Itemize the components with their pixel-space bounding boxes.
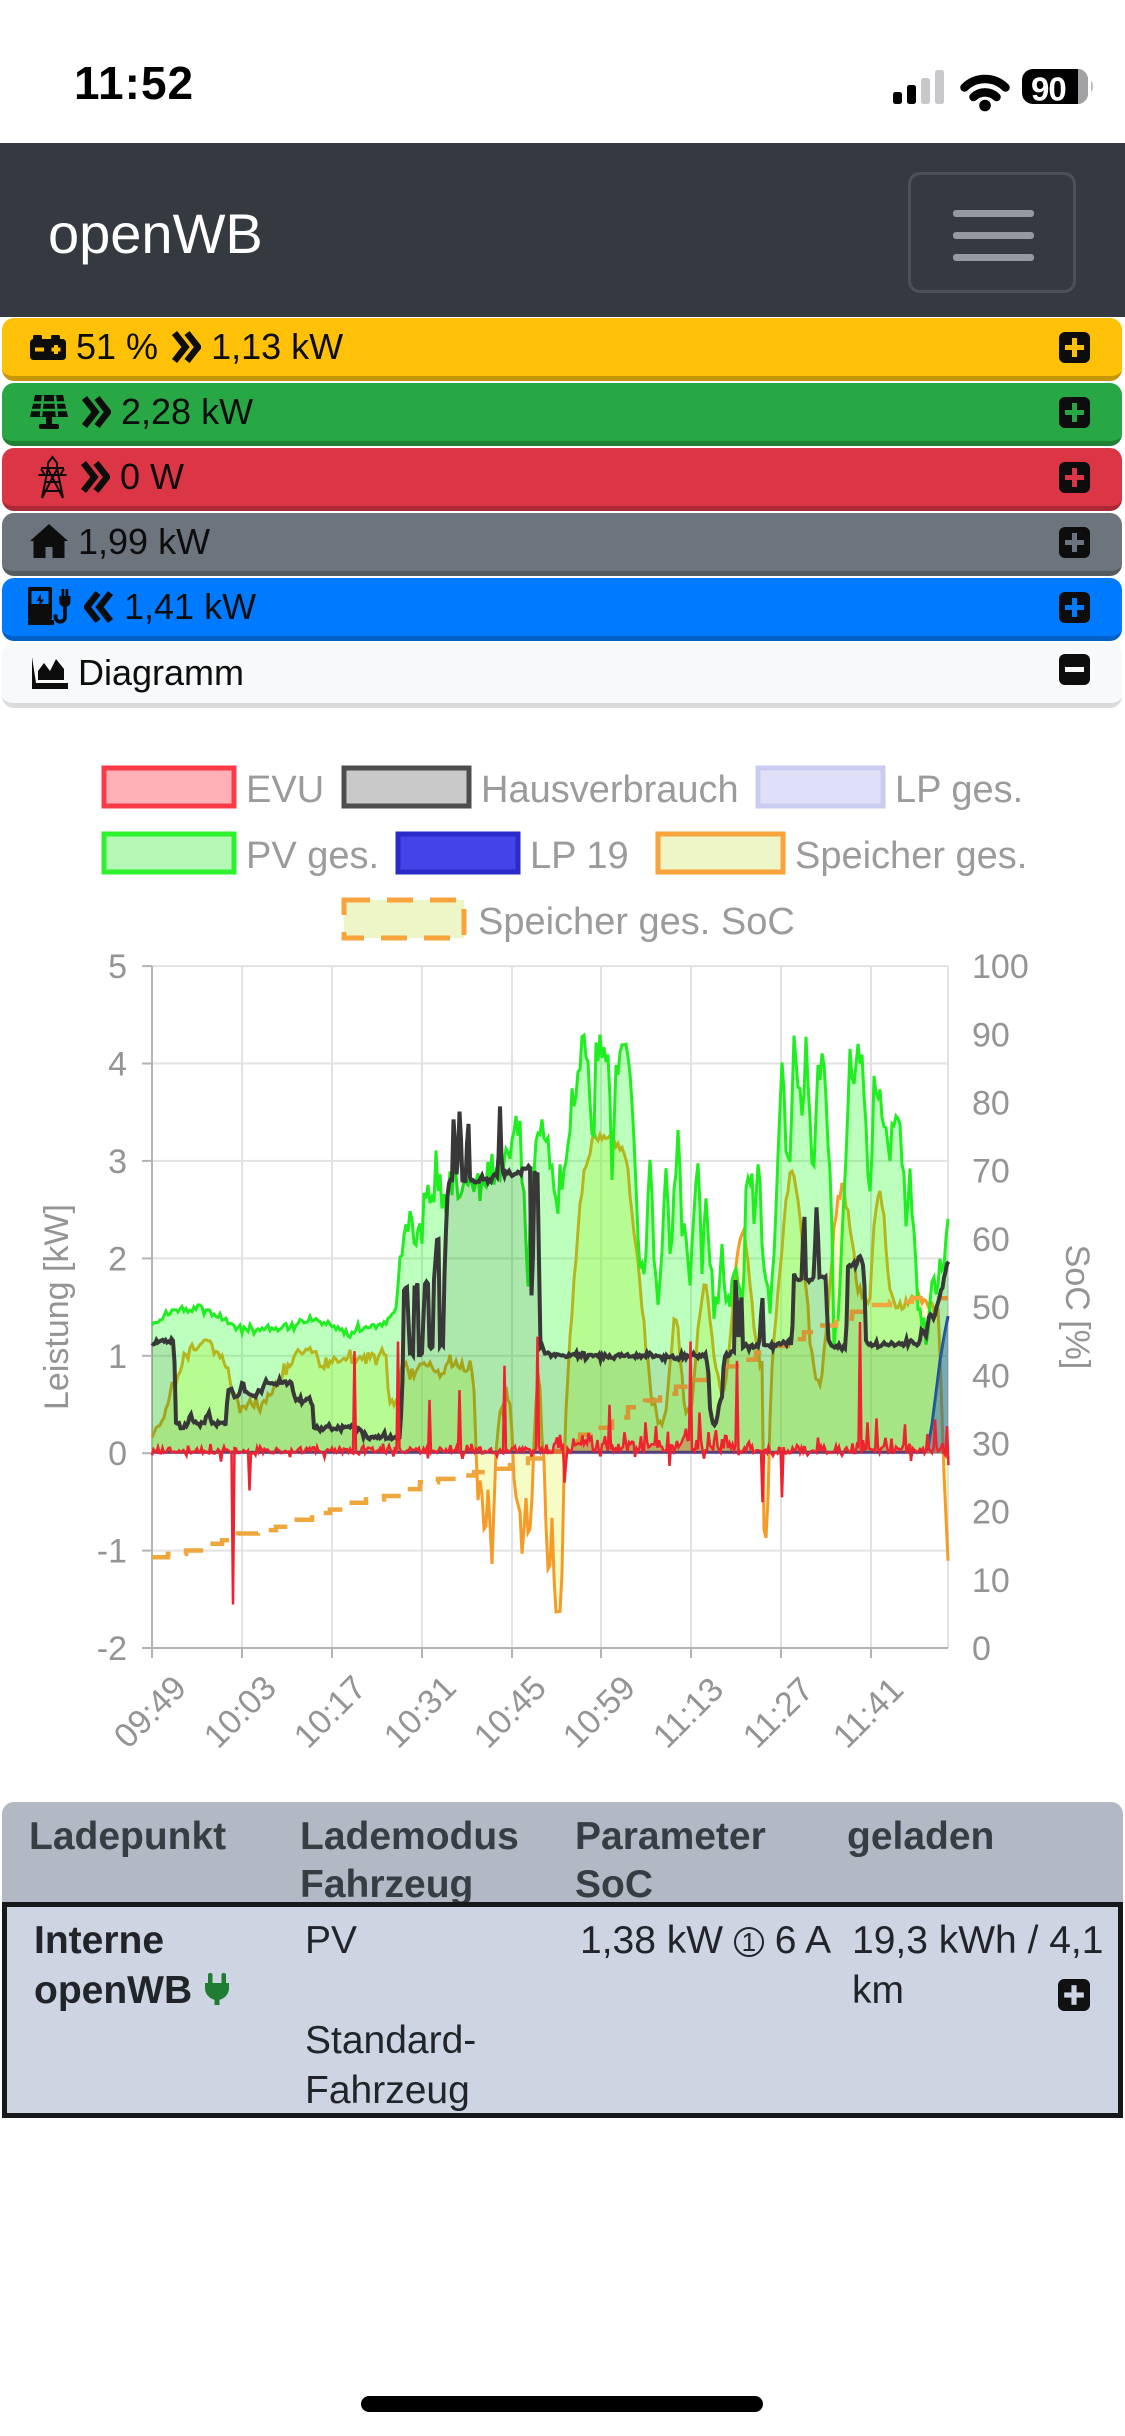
svg-text:20: 20 <box>972 1494 1010 1532</box>
svg-text:11:41: 11:41 <box>826 1670 911 1755</box>
svg-text:Hausverbrauch: Hausverbrauch <box>481 769 739 811</box>
svg-text:40: 40 <box>972 1357 1010 1395</box>
svg-text:0: 0 <box>108 1435 127 1473</box>
svg-text:11:13: 11:13 <box>646 1670 731 1755</box>
svg-text:80: 80 <box>972 1085 1010 1123</box>
svg-text:Speicher ges.: Speicher ges. <box>795 835 1027 877</box>
svg-text:1: 1 <box>108 1338 127 1376</box>
svg-text:10:03: 10:03 <box>197 1669 284 1756</box>
svg-text:Leistung [kW]: Leistung [kW] <box>38 1204 76 1410</box>
svg-text:PV ges.: PV ges. <box>246 835 379 877</box>
svg-text:0: 0 <box>972 1630 991 1668</box>
svg-text:50: 50 <box>972 1289 1010 1327</box>
svg-text:LP 19: LP 19 <box>530 835 629 877</box>
svg-text:4: 4 <box>108 1046 127 1084</box>
svg-text:10:31: 10:31 <box>377 1669 464 1756</box>
svg-text:5: 5 <box>108 948 127 986</box>
svg-text:10:59: 10:59 <box>556 1669 643 1756</box>
svg-text:90: 90 <box>972 1016 1010 1054</box>
svg-text:10: 10 <box>972 1562 1010 1600</box>
svg-text:10:45: 10:45 <box>467 1669 554 1756</box>
svg-text:100: 100 <box>972 948 1029 986</box>
svg-text:-2: -2 <box>97 1630 127 1668</box>
svg-text:-1: -1 <box>97 1533 127 1571</box>
svg-text:EVU: EVU <box>246 769 324 811</box>
svg-text:60: 60 <box>972 1221 1010 1259</box>
svg-text:Speicher ges. SoC: Speicher ges. SoC <box>478 901 795 943</box>
svg-text:11:27: 11:27 <box>736 1670 821 1755</box>
svg-text:90: 90 <box>1031 71 1066 108</box>
svg-text:SoC [%]: SoC [%] <box>1058 1245 1096 1370</box>
svg-text:LP ges.: LP ges. <box>895 769 1023 811</box>
svg-text:3: 3 <box>108 1143 127 1181</box>
svg-text:2: 2 <box>108 1240 127 1278</box>
svg-text:09:49: 09:49 <box>107 1669 194 1756</box>
svg-text:70: 70 <box>972 1153 1010 1191</box>
svg-text:30: 30 <box>972 1426 1010 1464</box>
svg-text:10:17: 10:17 <box>287 1669 374 1756</box>
